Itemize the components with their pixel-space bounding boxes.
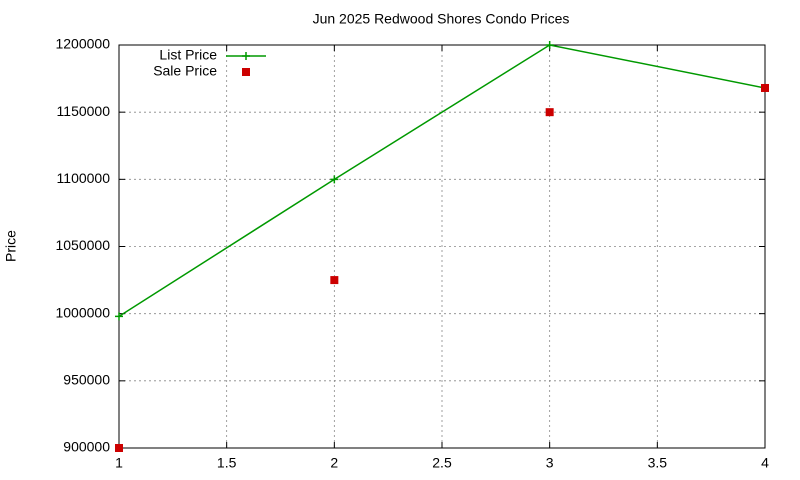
x-tick-label: 3.5 <box>648 455 668 471</box>
y-tick-label: 1200000 <box>55 36 110 52</box>
point-marker <box>545 108 554 117</box>
point-marker <box>242 68 250 76</box>
point-marker <box>330 276 339 285</box>
point-marker <box>761 83 769 92</box>
x-tick-label: 3 <box>546 455 554 471</box>
y-tick-label: 1000000 <box>55 304 110 320</box>
legend-label: Sale Price <box>153 63 217 79</box>
legend-label: List Price <box>159 47 217 63</box>
point-marker <box>330 175 339 184</box>
x-tick-label: 2.5 <box>432 455 452 471</box>
y-tick-label: 950000 <box>63 372 110 388</box>
x-tick-label: 4 <box>761 455 769 471</box>
x-tick-label: 2 <box>330 455 338 471</box>
y-tick-label: 1150000 <box>57 103 111 119</box>
point-marker <box>115 444 123 452</box>
point-marker <box>115 312 123 321</box>
y-tick-label: 900000 <box>63 439 110 455</box>
point-marker <box>242 52 250 60</box>
x-tick-label: 1 <box>115 455 123 471</box>
point-marker <box>545 41 554 49</box>
x-tick-label: 1.5 <box>217 455 237 471</box>
y-tick-label: 1100000 <box>57 170 111 186</box>
series-line <box>118 44 766 317</box>
chart-title: Jun 2025 Redwood Shores Condo Prices <box>313 11 570 27</box>
plot-border <box>118 44 766 449</box>
y-tick-label: 1050000 <box>55 237 110 253</box>
y-axis-label: Price <box>3 230 19 262</box>
